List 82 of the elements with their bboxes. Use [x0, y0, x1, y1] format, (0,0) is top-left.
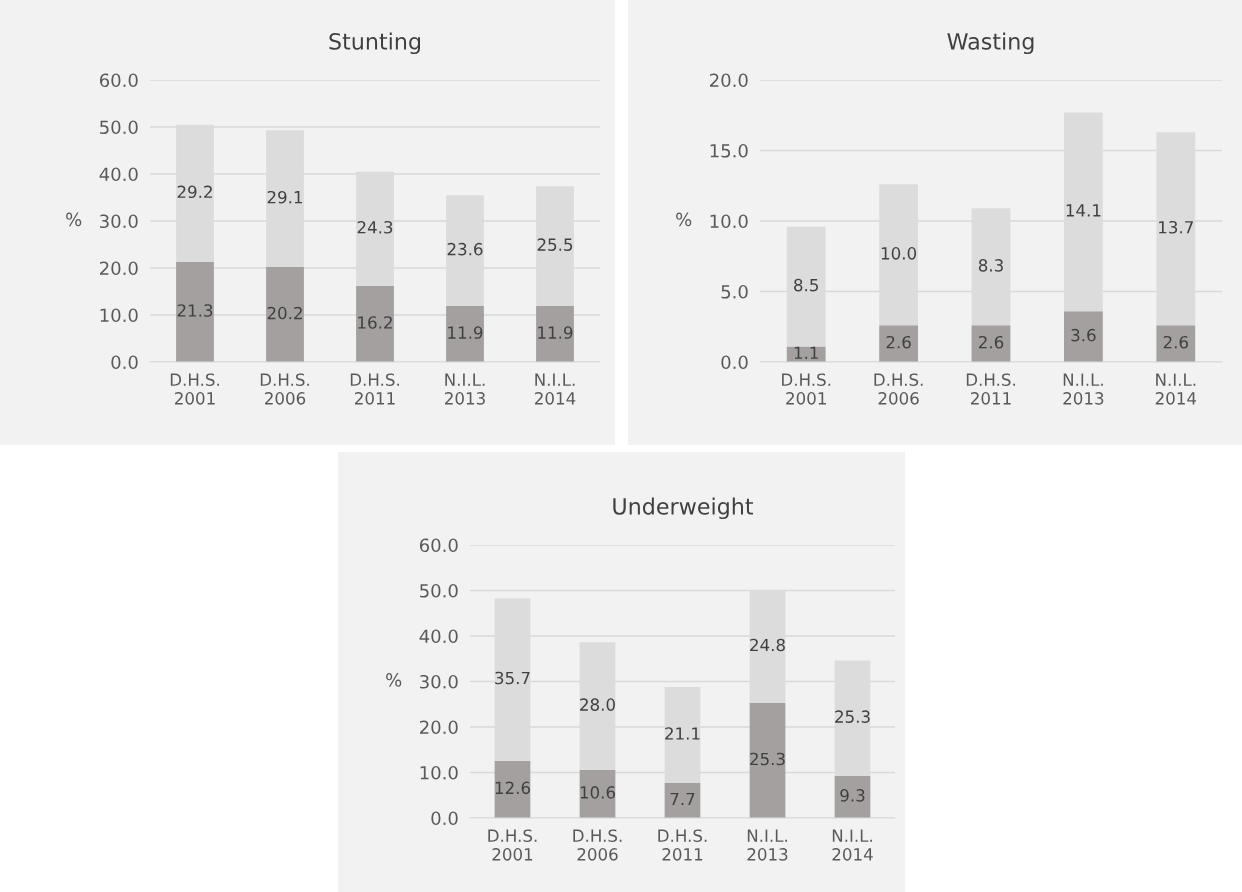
y-tick-label: 0.0 [721, 355, 748, 370]
data-label: 12.6 [495, 781, 531, 795]
y-tick-label: 20.0 [710, 73, 748, 88]
y-tick-label: 10.0 [420, 765, 458, 780]
bar [176, 261, 214, 362]
data-label: 9.3 [840, 789, 865, 802]
y-tick-label: 15.0 [710, 143, 748, 158]
x-tick-label: D.H.S. 2001 [782, 373, 831, 405]
x-tick-label: N.I.L. 2013 [1063, 373, 1104, 405]
x-tick-label: D.H.S. 2011 [966, 373, 1015, 405]
data-label: 3.6 [1071, 328, 1096, 342]
y-tick-label: 60.0 [419, 538, 458, 553]
bar [971, 325, 1011, 362]
data-label: 29.1 [267, 190, 303, 204]
data-label: 2.6 [978, 335, 1004, 349]
data-label: 2.6 [1163, 335, 1188, 349]
y-tick-label: 0.0 [111, 355, 138, 370]
bar [266, 267, 304, 362]
bar [664, 782, 701, 818]
data-label: 21.3 [177, 304, 213, 317]
y-axis-title: % [676, 212, 692, 227]
y-tick-label: 50.0 [420, 583, 458, 598]
y-tick-label: 30.0 [420, 674, 458, 689]
y-tick-label: 20.0 [100, 261, 138, 276]
y-tick-label: 0.0 [431, 811, 458, 826]
y-tick-label: 30.0 [100, 214, 138, 229]
y-tick-label: 10.0 [100, 308, 138, 323]
y-tick-label: 20.0 [420, 720, 458, 735]
bar [446, 306, 484, 362]
bar [749, 702, 786, 818]
data-label: 8.3 [978, 259, 1003, 272]
data-label: 20.2 [267, 306, 302, 320]
data-label: 7.7 [670, 792, 695, 806]
y-axis-title: % [66, 212, 82, 227]
data-label: 25.3 [750, 752, 785, 766]
data-label: 23.6 [447, 242, 483, 256]
chart-title: Stunting [329, 32, 421, 55]
y-tick-label: 40.0 [419, 629, 458, 644]
data-label: 35.7 [495, 671, 530, 685]
data-label: 10.0 [881, 247, 917, 260]
data-label: 25.3 [835, 710, 870, 723]
x-tick-label: D.H.S. 2011 [350, 373, 399, 405]
x-tick-label: D.H.S. 2006 [874, 373, 923, 405]
x-tick-label: N.I.L. 2014 [832, 829, 873, 861]
x-tick-label: D.H.S. 2006 [573, 829, 622, 861]
data-label: 24.8 [750, 638, 785, 652]
bar [494, 760, 531, 818]
data-label: 24.3 [357, 220, 393, 234]
data-label: 13.7 [1159, 220, 1193, 234]
bar [879, 325, 918, 362]
data-label: 16.2 [358, 316, 392, 329]
bar [1156, 325, 1196, 362]
data-label: 21.1 [665, 727, 700, 740]
chart-title: Wasting [947, 32, 1034, 55]
y-tick-label: 10.0 [710, 214, 748, 229]
bar [536, 306, 574, 362]
bar [1064, 311, 1103, 362]
y-tick-label: 5.0 [721, 284, 748, 299]
data-label: 1.1 [794, 346, 818, 359]
x-tick-label: D.H.S. 2001 [488, 829, 537, 861]
data-label: 8.5 [794, 278, 818, 292]
data-label: 29.2 [177, 185, 212, 199]
x-tick-label: D.H.S. 2006 [260, 373, 309, 405]
x-tick-label: D.H.S. 2011 [658, 829, 707, 861]
data-label: 28.0 [580, 698, 615, 711]
y-tick-label: 40.0 [99, 167, 138, 182]
y-tick-label: 60.0 [99, 73, 138, 88]
x-tick-label: N.I.L. 2014 [1155, 373, 1197, 405]
x-tick-label: D.H.S. 2001 [170, 373, 219, 405]
data-label: 11.9 [538, 326, 573, 339]
x-tick-label: N.I.L. 2013 [445, 373, 485, 405]
y-axis-title: % [386, 673, 402, 687]
data-label: 14.1 [1066, 204, 1101, 217]
bar [356, 285, 394, 362]
y-tick-label: 50.0 [100, 120, 138, 135]
data-label: 10.6 [580, 786, 616, 799]
x-tick-label: N.I.L. 2013 [747, 829, 788, 861]
x-tick-label: N.I.L. 2014 [535, 373, 576, 405]
data-label: 11.9 [448, 326, 483, 339]
data-label: 25.5 [537, 238, 573, 251]
data-label: 2.6 [886, 335, 911, 349]
chart-title: Underweight [613, 497, 754, 520]
